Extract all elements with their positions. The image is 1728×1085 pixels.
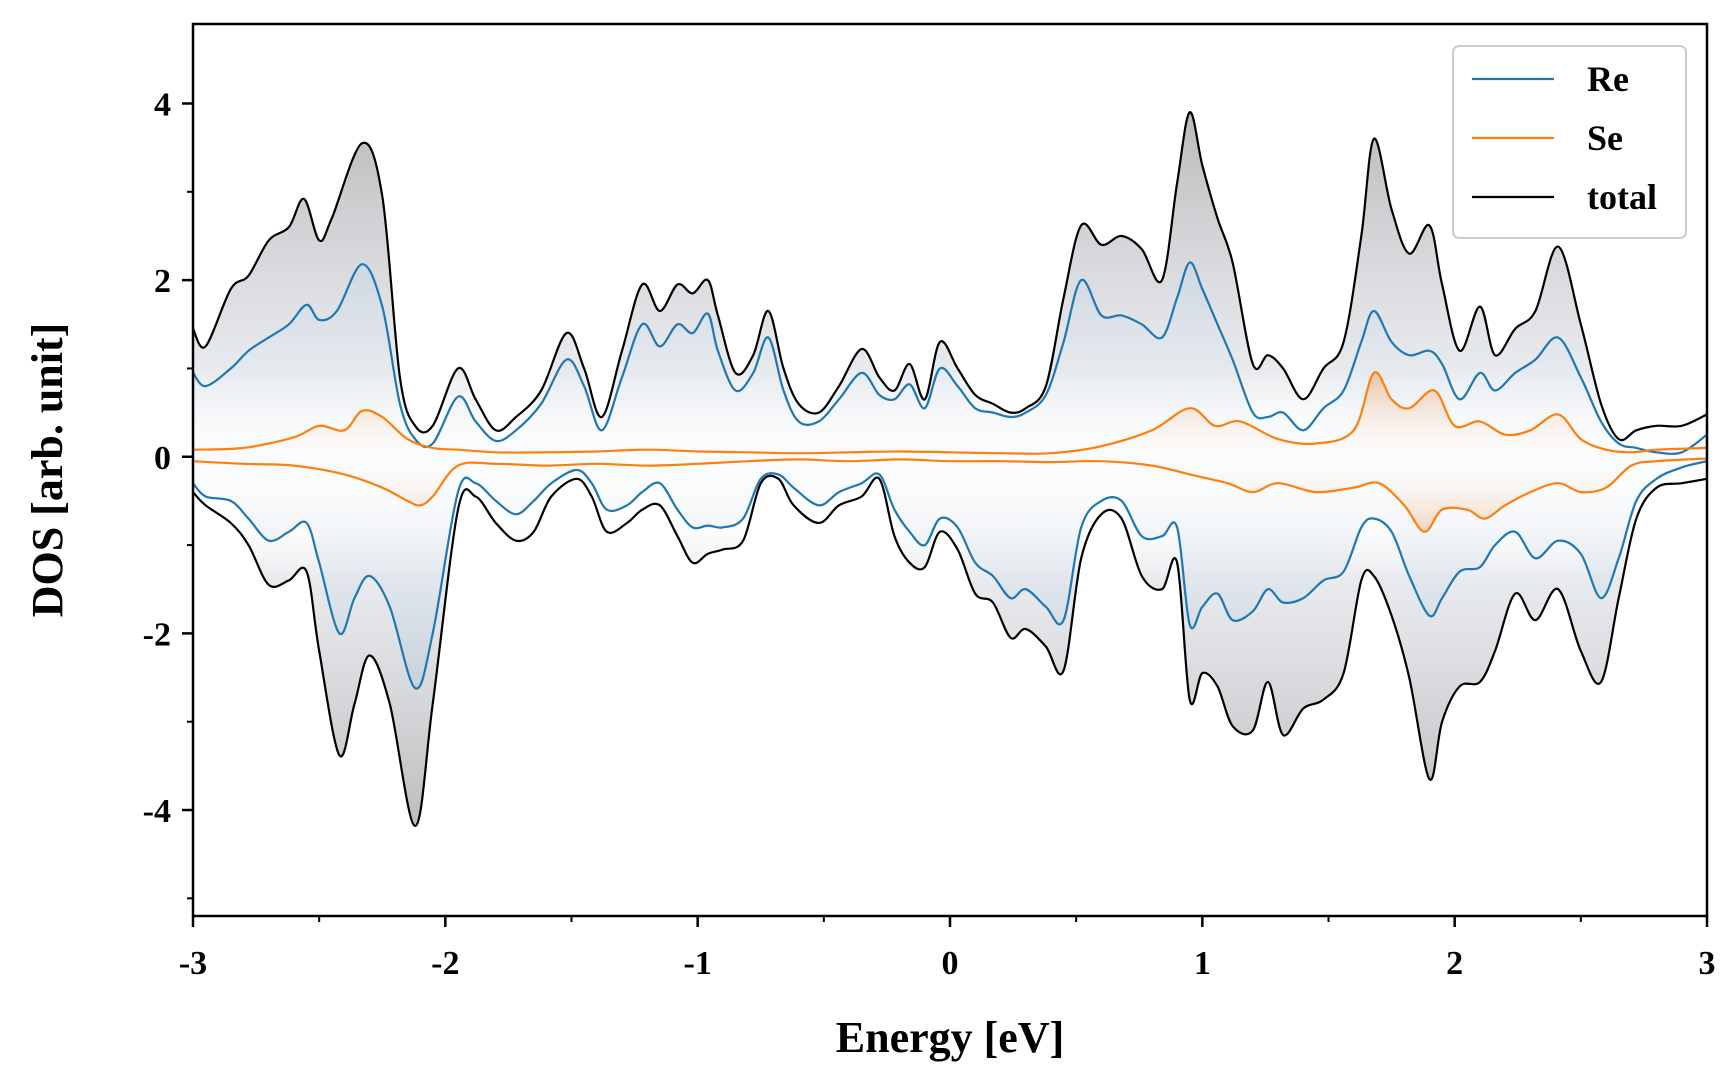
x-tick-label: 2	[1446, 945, 1463, 982]
tick-layer: -3 -2 -1 0 1 2 3 -4 -2 0 2 4	[143, 86, 1716, 982]
y-tick-label: 4	[154, 86, 171, 123]
x-axis-label: Energy [eV]	[836, 1013, 1065, 1062]
series-line-se-down	[193, 457, 1707, 533]
x-tick-label: 3	[1699, 945, 1716, 982]
y-axis-label: DOS [arb. unit]	[23, 323, 72, 618]
fill-se-up	[193, 372, 1707, 457]
legend-label-total: total	[1587, 177, 1657, 217]
fill-se-down	[193, 456, 1707, 532]
series-line-total-up	[193, 111, 1707, 442]
x-tick-label: -3	[179, 945, 207, 982]
legend-label-se: Se	[1587, 118, 1623, 158]
y-tick-label: 2	[154, 263, 171, 300]
series-line-re-down	[193, 460, 1707, 690]
y-tick-label: 0	[154, 440, 171, 477]
legend: Re Se total	[1452, 45, 1687, 239]
y-tick-label: -2	[143, 616, 171, 653]
fill-layer	[193, 112, 1707, 826]
fill-re-up	[193, 262, 1707, 457]
legend-label-re: Re	[1587, 59, 1629, 99]
series-line-se-up	[193, 371, 1707, 455]
series-line-total-down	[193, 474, 1707, 827]
x-tick-label: -2	[431, 945, 459, 982]
legend-box	[1452, 45, 1687, 239]
fill-re-down	[193, 456, 1707, 689]
x-tick-label: -1	[684, 945, 712, 982]
series-line-re-up	[193, 261, 1707, 455]
y-tick-label: -4	[143, 793, 171, 830]
line-layer	[193, 111, 1707, 827]
x-tick-label: 0	[942, 945, 959, 982]
x-tick-label: 1	[1194, 945, 1211, 982]
